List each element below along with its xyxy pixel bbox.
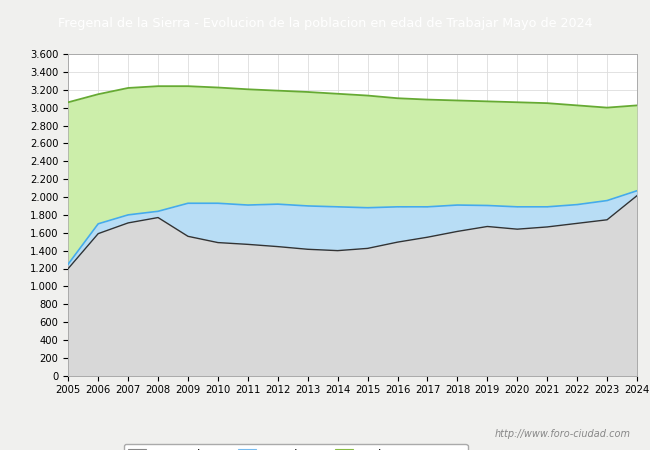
Text: http://www.foro-ciudad.com: http://www.foro-ciudad.com	[495, 429, 630, 439]
Text: Fregenal de la Sierra - Evolucion de la poblacion en edad de Trabajar Mayo de 20: Fregenal de la Sierra - Evolucion de la …	[58, 17, 592, 30]
Legend: Ocupados, Parados, Hab. entre 16-64: Ocupados, Parados, Hab. entre 16-64	[124, 444, 468, 450]
Text: foro-ciudad.com: foro-ciudad.com	[213, 194, 492, 223]
